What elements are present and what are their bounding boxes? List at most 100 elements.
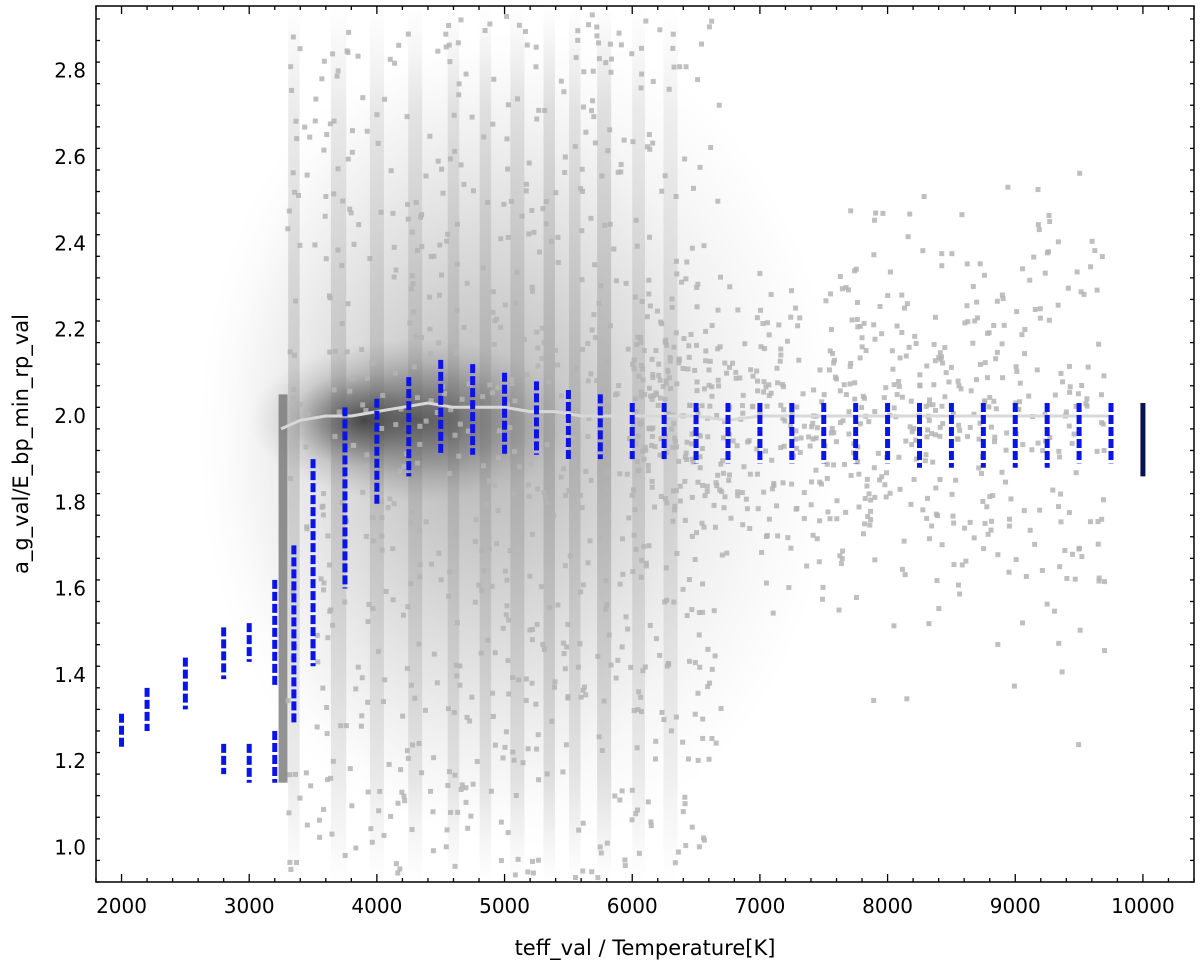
scatter-point xyxy=(1067,389,1073,395)
scatter-point xyxy=(824,475,830,481)
scatter-point xyxy=(434,680,440,686)
scatter-point xyxy=(294,859,300,865)
scatter-point xyxy=(959,212,965,218)
scatter-point xyxy=(448,407,454,413)
scatter-point xyxy=(649,442,655,448)
scatter-point xyxy=(491,76,497,82)
scatter-point xyxy=(419,244,425,250)
scatter-point xyxy=(959,562,965,568)
scatter-point xyxy=(401,793,407,799)
scatter-point xyxy=(597,844,603,850)
scatter-point xyxy=(468,813,474,819)
scatter-point xyxy=(410,281,416,287)
scatter-point xyxy=(788,314,794,320)
median-line-layer xyxy=(280,401,1111,431)
plot-frame xyxy=(95,5,1195,883)
scatter-point xyxy=(683,450,689,456)
scatter-point xyxy=(607,323,613,329)
scatter-point xyxy=(382,96,388,102)
scatter-point xyxy=(1070,551,1076,557)
scatter-point xyxy=(537,399,543,405)
scatter-point xyxy=(796,357,802,363)
scatter-point xyxy=(737,375,743,381)
scatter-point xyxy=(453,350,459,356)
scatter-point xyxy=(788,422,794,428)
scatter-point xyxy=(701,243,707,249)
scatter-point xyxy=(951,520,957,526)
scatter-point xyxy=(367,256,373,262)
scatter-point xyxy=(988,527,994,533)
scatter-point xyxy=(572,875,578,881)
scatter-point xyxy=(417,528,423,534)
scatter-point xyxy=(351,443,357,449)
scatter-point xyxy=(611,246,617,252)
scatter-point xyxy=(745,439,751,445)
scatter-point xyxy=(604,358,610,364)
scatter-point xyxy=(587,538,593,544)
scatter-point xyxy=(956,422,962,428)
scatter-point xyxy=(334,73,340,79)
scatter-point xyxy=(659,188,665,194)
scatter-point xyxy=(595,875,601,881)
scatter-point xyxy=(977,420,983,426)
scatter-point xyxy=(544,500,550,506)
scatter-point xyxy=(331,118,337,124)
scatter-point xyxy=(706,367,712,373)
scatter-point xyxy=(620,571,626,577)
scatter-point xyxy=(528,461,534,467)
scatter-point xyxy=(841,382,847,388)
scatter-point xyxy=(778,352,784,358)
scatter-point xyxy=(758,344,764,350)
scatter-point xyxy=(793,436,799,442)
scatter-point xyxy=(666,411,672,417)
scatter-point xyxy=(470,188,476,194)
scatter-point xyxy=(1079,382,1085,388)
scatter-point xyxy=(764,532,770,538)
scatter-point xyxy=(926,621,932,627)
scatter-point xyxy=(447,59,453,65)
scatter-point xyxy=(629,492,635,498)
scatter-point xyxy=(1074,269,1080,275)
scatter-point xyxy=(464,280,470,286)
scatter-point xyxy=(706,756,712,762)
scatter-point xyxy=(442,391,448,397)
scatter-point xyxy=(854,299,860,305)
scatter-point xyxy=(690,459,696,465)
scatter-point xyxy=(1088,264,1094,270)
scatter-point xyxy=(324,131,330,137)
scatter-point xyxy=(570,435,576,441)
scatter-point xyxy=(419,770,425,776)
scatter-point xyxy=(864,476,870,482)
scatter-point xyxy=(1017,399,1023,405)
scatter-point xyxy=(1095,519,1101,525)
scatter-point xyxy=(447,471,453,477)
scatter-point xyxy=(938,354,944,360)
scatter-point xyxy=(1055,302,1061,308)
scatter-point xyxy=(793,428,799,434)
scatter-point xyxy=(769,457,775,463)
scatter-point xyxy=(633,408,639,414)
scatter-point xyxy=(951,562,957,568)
scatter-point xyxy=(808,502,814,508)
scatter-point xyxy=(479,587,485,593)
scatter-point xyxy=(1032,541,1038,547)
scatter-point xyxy=(596,450,602,456)
scatter-point xyxy=(583,129,589,135)
scatter-point xyxy=(1006,569,1012,575)
scatter-point xyxy=(410,742,416,748)
scatter-point xyxy=(911,476,917,482)
scatter-point xyxy=(345,156,351,162)
scatter-point xyxy=(718,706,724,712)
scatter-point xyxy=(430,809,436,815)
scatter-point xyxy=(617,797,623,803)
scatter-point xyxy=(533,64,539,70)
scatter-point xyxy=(836,607,842,613)
scatter-point xyxy=(652,756,658,762)
scatter-point xyxy=(660,383,666,389)
scatter-point xyxy=(718,274,724,280)
scatter-point xyxy=(353,686,359,692)
scatter-point xyxy=(677,498,683,504)
scatter-point xyxy=(332,348,338,354)
scatter-point xyxy=(883,494,889,500)
scatter-point xyxy=(1063,409,1069,415)
